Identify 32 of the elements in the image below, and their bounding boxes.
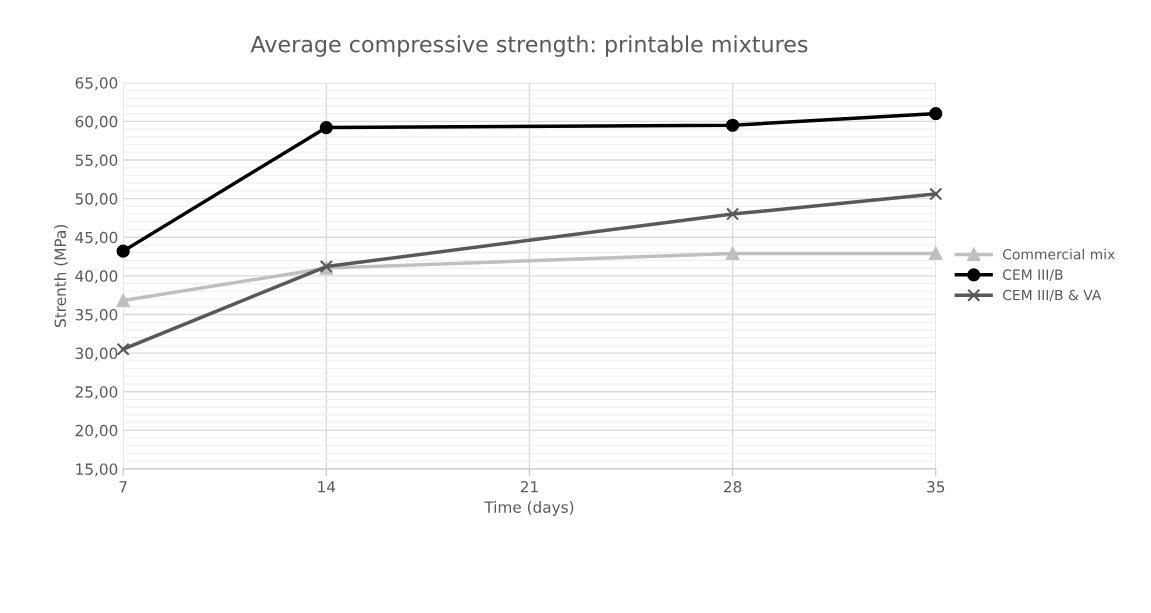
x-tick-label: 21 <box>520 481 538 493</box>
point <box>929 246 943 261</box>
y-tick-label: 45,00 <box>75 231 118 245</box>
x-tick-label: 35 <box>927 481 945 493</box>
legend-label: Commercial mix <box>1003 248 1115 260</box>
x-tick-label: 14 <box>318 481 336 493</box>
y-tick-label: 50,00 <box>75 193 118 207</box>
x-tick-label: 7 <box>119 481 127 493</box>
legend-label: CEM III/B & VA <box>1003 289 1102 302</box>
point <box>116 342 130 356</box>
y-tick-label: 65,00 <box>75 77 118 91</box>
y-tick-label: 15,00 <box>76 463 118 477</box>
point <box>319 120 333 135</box>
point <box>116 244 130 258</box>
y-tick-label: 40,00 <box>75 270 118 284</box>
y-tick-label: 30,00 <box>75 347 118 361</box>
y-tick-label: 60,00 <box>75 115 118 129</box>
point <box>726 207 740 221</box>
y-tick-label: 25,00 <box>75 386 118 400</box>
y-tick-label: 20,00 <box>75 424 118 438</box>
point <box>929 107 943 121</box>
y-tick-label: 35,00 <box>75 308 118 323</box>
y-axis-title: Strenth (MPa) <box>54 225 68 327</box>
chart-title: Average compressive strength: printable mixtures <box>250 35 808 57</box>
x-tick-label: 28 <box>724 481 742 493</box>
x-axis-title: Time (days) <box>484 501 574 516</box>
y-tick-label: 55,00 <box>75 154 118 168</box>
point <box>116 293 130 308</box>
legend-label: CEM III/B <box>1003 269 1063 281</box>
point <box>929 187 943 201</box>
point <box>726 118 740 132</box>
point <box>726 246 740 261</box>
